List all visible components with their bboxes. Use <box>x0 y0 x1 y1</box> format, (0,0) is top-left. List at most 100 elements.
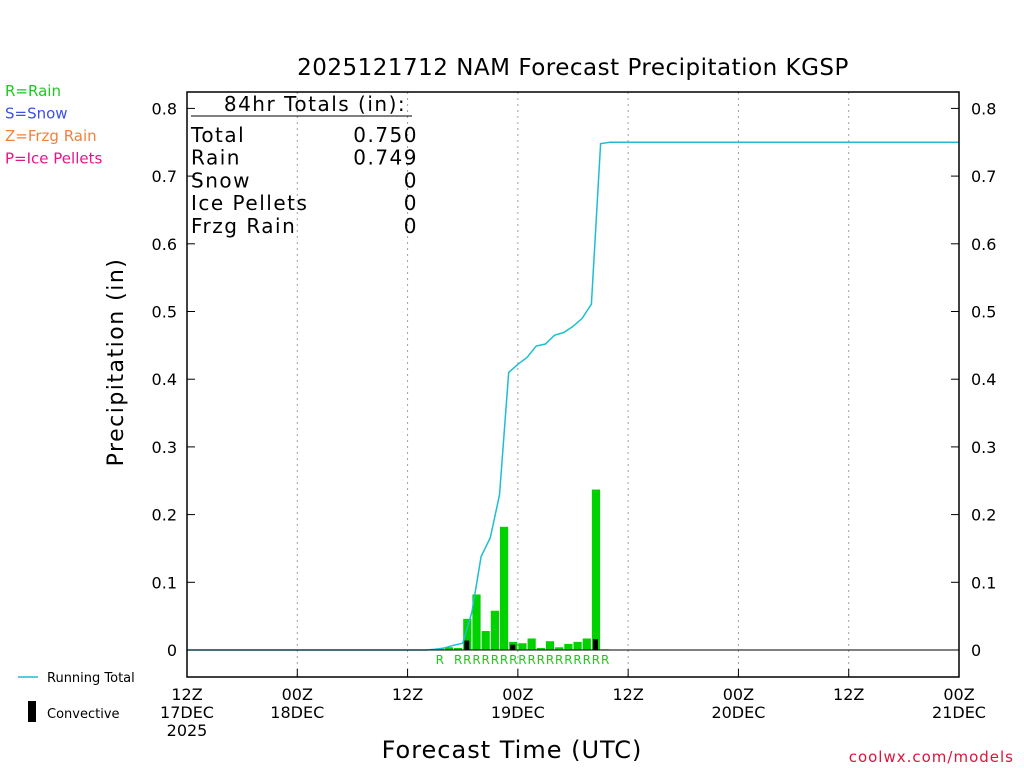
x-tick-label: 21DEC <box>932 703 986 722</box>
x-tick-label: 00Z <box>282 685 313 704</box>
rain-bar <box>536 647 545 650</box>
x-tick-label: 17DEC <box>160 703 214 722</box>
rain-bar <box>490 610 499 650</box>
convective-bar <box>510 644 516 650</box>
convective-bars <box>464 639 598 650</box>
y-tick-label-right: 0.4 <box>971 370 996 389</box>
rain-bar <box>582 638 591 650</box>
y-tick-label-left: 0.8 <box>152 99 177 118</box>
x-tick-label: 12Z <box>171 685 202 704</box>
rain-bar <box>481 631 490 650</box>
x-tick-label: 20DEC <box>711 703 765 722</box>
x-tick-label: 12Z <box>612 685 643 704</box>
rain-bar <box>555 647 564 650</box>
rain-bar <box>545 641 555 650</box>
rain-bar <box>454 647 463 650</box>
y-tick-label-right: 0.2 <box>971 506 996 525</box>
ptype-code: R <box>527 653 535 667</box>
ptype-code: R <box>592 653 600 667</box>
series-legend: Running Total Convective <box>18 671 135 722</box>
ptype-legend: R=Rain S=Snow Z=Frzg Rain P=Ice Pellets <box>5 82 102 168</box>
totals-row-label: Ice Pellets <box>191 191 308 215</box>
totals-row-label: Snow <box>191 168 251 192</box>
axes: 0 00.1 0.10.2 0.20.3 0.30.4 0.40.5 0.50.6 0.60.… <box>152 91 996 740</box>
x-tick-label: 00Z <box>502 685 533 704</box>
watermark: coolwx.com/models <box>849 748 1014 766</box>
x-axis-label: Forecast Time (UTC) <box>382 736 643 764</box>
ptype-code: R <box>491 653 499 667</box>
chart-title: 2025121712 NAM Forecast Precipitation KG… <box>297 55 849 81</box>
totals-row-value: 0 <box>404 214 418 238</box>
y-tick-label-right: 0.3 <box>971 438 996 457</box>
running-total-layer <box>187 141 959 651</box>
running-total-line <box>187 141 959 651</box>
ptype-legend-item: Z=Frzg Rain <box>5 127 97 145</box>
totals-row-value: 0 <box>404 168 418 192</box>
ptype-code: R <box>472 653 480 667</box>
y-tick-label-right: 0 <box>971 641 981 660</box>
y-tick-label-left: 0.1 <box>152 573 177 592</box>
ptype-code: R <box>509 653 517 667</box>
x-tick-label: 12Z <box>833 685 864 704</box>
y-axis-label: Precipitation (in) <box>104 258 129 467</box>
totals-row-label: Rain <box>191 146 241 170</box>
ptype-code: R <box>482 653 490 667</box>
convective-label: Convective <box>47 707 120 722</box>
totals-box: 84hr Totals (in): Total 0.750 Rain 0.749 Snow… <box>190 92 418 238</box>
convective-swatch <box>28 701 36 722</box>
ptype-code: R <box>601 653 609 667</box>
ptype-code: R <box>436 653 444 667</box>
x-tick-label: 00Z <box>723 685 754 704</box>
rain-bar <box>472 594 481 650</box>
y-tick-label-right: 0.5 <box>971 303 996 322</box>
convective-bar <box>464 640 470 650</box>
rain-bars <box>426 489 610 650</box>
grid-lines <box>296 92 850 677</box>
ptype-code: R <box>463 653 471 667</box>
ptype-legend-item: R=Rain <box>5 82 61 100</box>
rain-bar <box>444 647 454 650</box>
rain-bar <box>527 638 536 650</box>
y-tick-label-left: 0.7 <box>152 167 177 186</box>
totals-row-label: Frzg Rain <box>191 214 296 238</box>
x-tick-label: 00Z <box>943 685 974 704</box>
y-tick-label-right: 0.1 <box>971 573 996 592</box>
y-tick-label-left: 0.3 <box>152 438 177 457</box>
rain-bar <box>573 641 582 650</box>
x-tick-label: 2025 <box>167 721 208 740</box>
y-tick-label-left: 0.2 <box>152 506 177 525</box>
y-tick-label-left: 0.6 <box>152 235 177 254</box>
ptype-code: R <box>537 653 545 667</box>
ptype-code: R <box>555 653 563 667</box>
x-tick-label: 19DEC <box>491 703 545 722</box>
rain-bar <box>518 643 527 650</box>
ptype-code: R <box>546 653 554 667</box>
ptype-code: R <box>564 653 572 667</box>
totals-row-value: 0.750 <box>353 123 418 147</box>
ptype-code: R <box>573 653 581 667</box>
y-tick-label-right: 0.7 <box>971 167 996 186</box>
ptype-code: R <box>583 653 591 667</box>
plot-frame <box>186 91 960 678</box>
totals-row-value: 0.749 <box>353 146 418 170</box>
x-tick-label: 18DEC <box>270 703 324 722</box>
ptype-code: R <box>454 653 462 667</box>
y-tick-label-right: 0.8 <box>971 99 996 118</box>
totals-row-value: 0 <box>404 191 418 215</box>
rain-bar <box>564 643 573 650</box>
ptype-code: R <box>500 653 508 667</box>
chart-labels: 2025121712 NAM Forecast Precipitation KG… <box>104 55 1014 766</box>
y-tick-label-left: 0 <box>167 641 177 660</box>
y-tick-label-right: 0.6 <box>971 235 996 254</box>
rain-bar <box>499 526 509 650</box>
convective-bar <box>592 639 598 650</box>
ptype-legend-item: S=Snow <box>5 105 68 123</box>
y-tick-label-left: 0.5 <box>152 303 177 322</box>
totals-row-label: Total <box>190 123 245 147</box>
ptype-legend-item: P=Ice Pellets <box>5 150 102 168</box>
rain-bar <box>463 618 472 650</box>
rain-bar <box>591 489 601 650</box>
y-tick-label-left: 0.4 <box>152 370 177 389</box>
